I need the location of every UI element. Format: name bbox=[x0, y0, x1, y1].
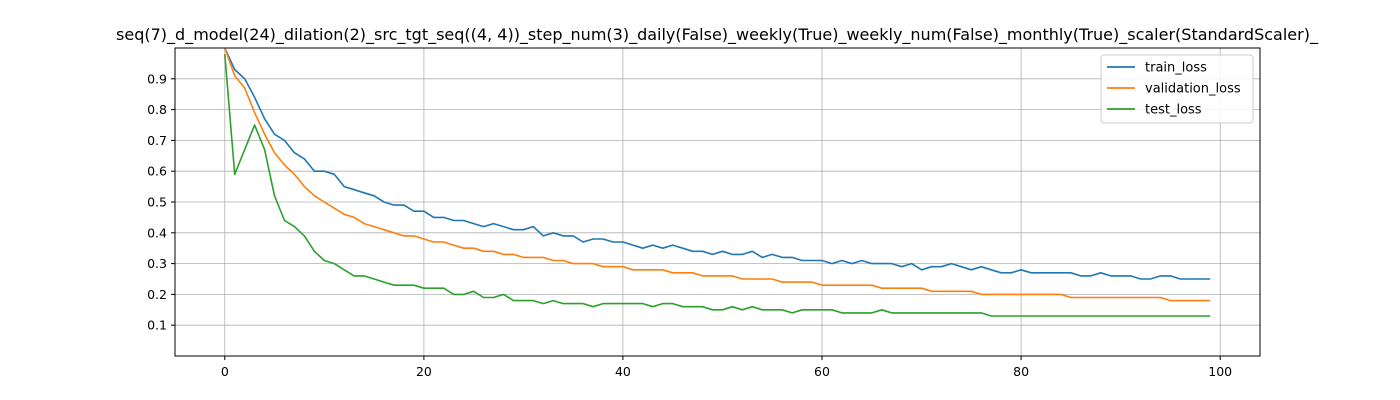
x-tick-label: 0 bbox=[221, 364, 229, 379]
x-tick-label: 60 bbox=[814, 364, 830, 379]
y-tick-label: 0.2 bbox=[147, 287, 167, 302]
y-tick-label: 0.7 bbox=[147, 133, 167, 148]
x-tick-label: 40 bbox=[615, 364, 631, 379]
legend-box bbox=[1100, 54, 1254, 124]
y-tick-label: 0.6 bbox=[147, 164, 167, 179]
y-tick-label: 0.4 bbox=[147, 225, 167, 240]
x-tick-label: 80 bbox=[1013, 364, 1029, 379]
chart-title: seq(7)_d_model(24)_dilation(2)_src_tgt_s… bbox=[116, 25, 1319, 45]
series-line-test_loss bbox=[224, 54, 1211, 317]
x-axis-ticks: 0 20 40 60 80 100 bbox=[221, 356, 1232, 379]
series-line-train_loss bbox=[224, 47, 1211, 280]
y-tick-label: 0.1 bbox=[147, 318, 167, 333]
y-axis-ticks: 0.1 0.2 0.3 0.4 0.5 0.6 0.7 0.8 0.9 bbox=[147, 71, 175, 333]
y-tick-label: 0.5 bbox=[147, 195, 167, 210]
data-series bbox=[224, 47, 1211, 317]
legend-label-train_loss: train_loss bbox=[1145, 61, 1207, 76]
y-tick-label: 0.3 bbox=[147, 256, 167, 271]
y-tick-label: 0.9 bbox=[147, 71, 167, 86]
legend-label-validation_loss: validation_loss bbox=[1145, 82, 1241, 97]
x-tick-label: 100 bbox=[1208, 364, 1232, 379]
series-line-validation_loss bbox=[224, 47, 1211, 302]
legend: train_loss validation_loss test_loss bbox=[1100, 54, 1254, 124]
legend-label-test_loss: test_loss bbox=[1145, 103, 1202, 118]
x-tick-label: 20 bbox=[416, 364, 432, 379]
y-tick-label: 0.8 bbox=[147, 102, 167, 117]
